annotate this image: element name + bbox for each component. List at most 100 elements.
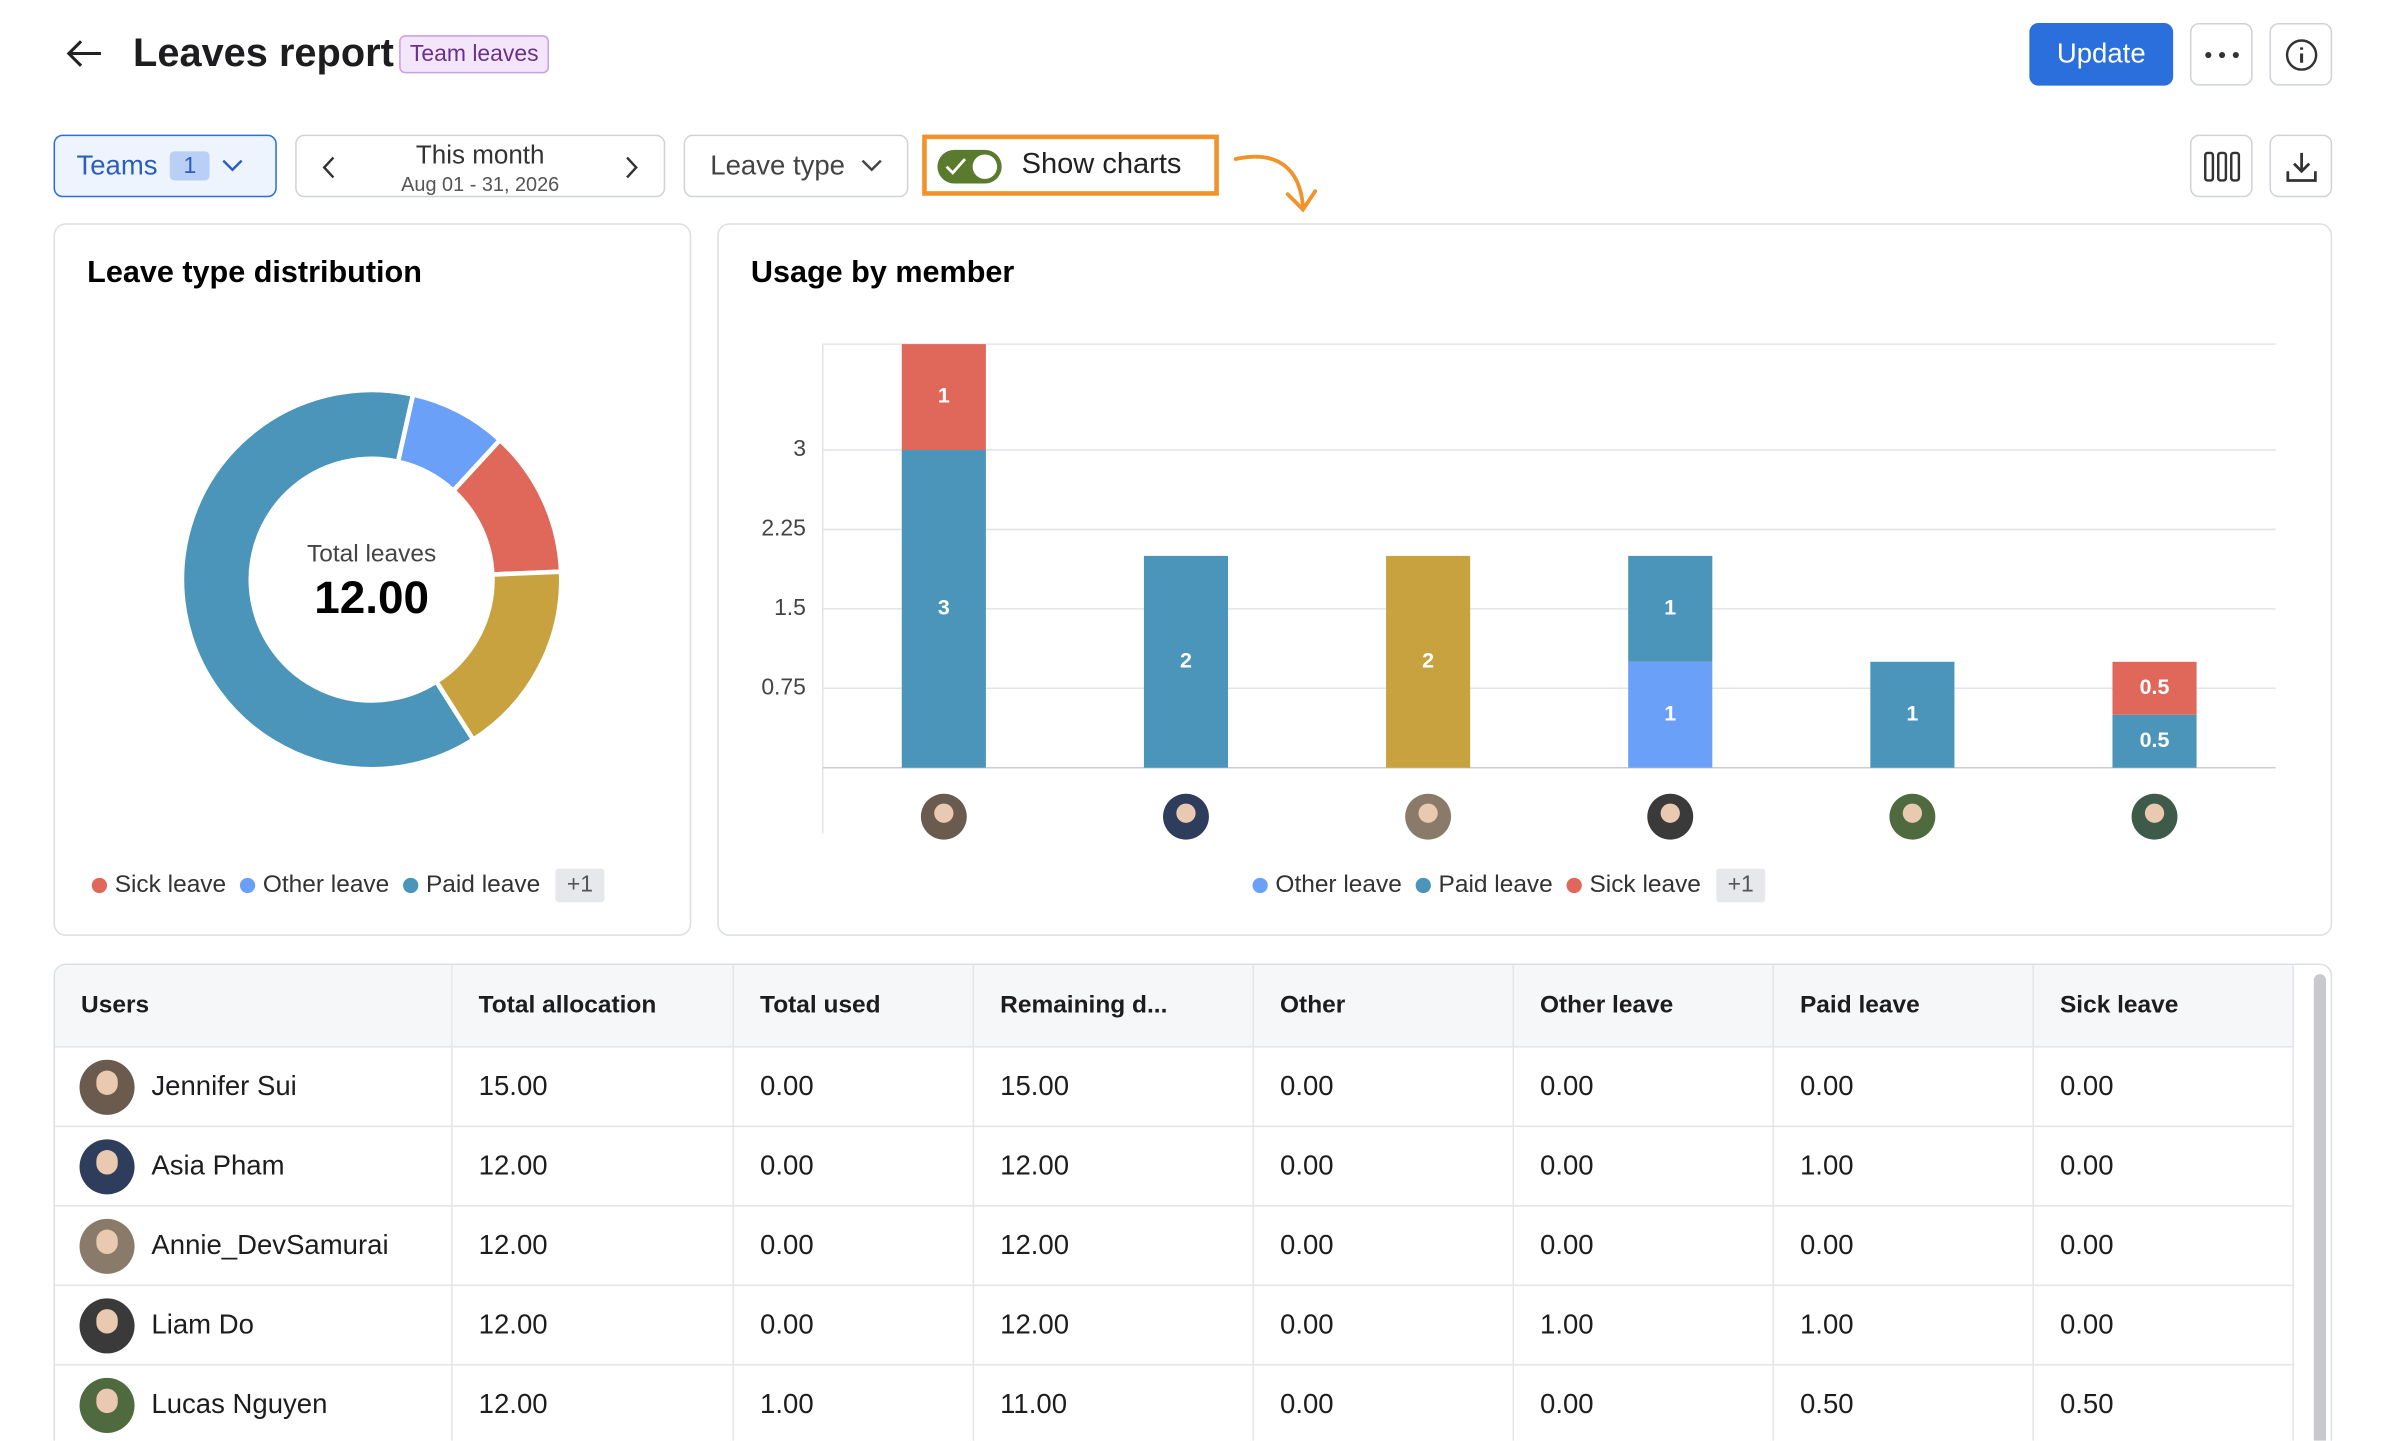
- avatar: [79, 1059, 135, 1115]
- info-icon: [2285, 38, 2317, 71]
- table-cell: 0.00: [1254, 1286, 1515, 1366]
- bar-value-label: 1: [1906, 701, 1918, 725]
- next-icon[interactable]: [624, 156, 639, 179]
- chevron: [860, 159, 882, 172]
- avatar-face: [1176, 803, 1196, 823]
- table-cell: 0.00: [2033, 1127, 2294, 1207]
- prev-icon[interactable]: [321, 156, 336, 179]
- pie-card: [53, 223, 692, 936]
- columns-button[interactable]: [2189, 134, 2253, 198]
- column-header[interactable]: Total used: [734, 964, 975, 1048]
- table-cell: 12.00: [452, 1206, 735, 1287]
- table-cell: 0.00: [1514, 1127, 1774, 1207]
- bar-value-label: 1: [938, 384, 950, 408]
- callout-arrow: [1233, 154, 1318, 213]
- table-cell: 0.00: [1254, 1206, 1515, 1287]
- table-cell: 0.00: [1514, 1047, 1774, 1128]
- legend-label: Paid leave: [1439, 871, 1553, 898]
- bar-card: [717, 223, 2333, 936]
- table-cell: 12.00: [453, 1365, 735, 1441]
- avatar-face: [1418, 803, 1438, 823]
- page-title: Leaves report: [133, 29, 394, 75]
- center-value: 12.00: [314, 571, 429, 623]
- avatar-face: [1902, 803, 1923, 823]
- table-cell: 1.00: [1773, 1286, 2034, 1366]
- chart-title: Leave type distribution: [87, 255, 422, 289]
- avatar-face: [96, 1149, 118, 1174]
- user-name: Annie_DevSamurai: [151, 1229, 389, 1261]
- table-cell: 1.00: [1773, 1127, 2034, 1207]
- table-cell: 12.00: [974, 1206, 1255, 1287]
- back-button[interactable]: [64, 37, 104, 71]
- user-cell: Asia Pham: [55, 1127, 453, 1207]
- table-cell: 15.00: [452, 1047, 735, 1128]
- leave-type-label: Leave type: [710, 149, 845, 181]
- column-header[interactable]: Sick leave: [2033, 964, 2294, 1048]
- teams-filter[interactable]: Teams 1: [53, 134, 277, 198]
- table-cell: 0.00: [734, 1127, 975, 1207]
- table-cell: 0.00: [734, 1206, 975, 1287]
- chevron: [222, 159, 244, 172]
- legend-more-bg: [1716, 868, 1766, 903]
- table-cell: 0.00: [2033, 1286, 2294, 1366]
- table-cell: 0.00: [2033, 1206, 2294, 1287]
- y-tick-label: 3: [793, 435, 806, 461]
- table-cell: 0.00: [734, 1047, 975, 1128]
- badge: Team leaves: [399, 35, 550, 74]
- update-button[interactable]: Update: [2029, 22, 2174, 86]
- bar-segment: [1386, 555, 1471, 768]
- date-filter[interactable]: This month Aug 01 - 31, 2026: [295, 134, 666, 198]
- avatar-face: [2144, 803, 2165, 823]
- user-cell: Jennifer Sui: [55, 1047, 453, 1128]
- info-button[interactable]: [2269, 22, 2333, 86]
- table-cell: 0.50: [1774, 1365, 2034, 1441]
- bar-value-label: 2: [1422, 648, 1434, 672]
- table-cell: 0.00: [1514, 1206, 1774, 1287]
- chart-title: Usage by member: [751, 255, 1015, 289]
- legend-dot: [1566, 877, 1582, 894]
- download-button[interactable]: [2269, 134, 2333, 198]
- avatar-face: [96, 1228, 118, 1254]
- bar-value-label: 1: [1664, 596, 1676, 620]
- column-header[interactable]: Total allocation: [452, 964, 735, 1048]
- more-button[interactable]: [2189, 22, 2253, 86]
- table-cell: 0.00: [1773, 1047, 2034, 1128]
- toggle-knob: [972, 154, 998, 179]
- y-tick-label: 0.75: [761, 673, 806, 699]
- column-header[interactable]: Remaining d...: [974, 964, 1255, 1048]
- legend-more-bg: [555, 868, 605, 903]
- avatar-face: [1660, 803, 1680, 823]
- legend-dot: [239, 877, 256, 894]
- bar-segment: [901, 344, 986, 450]
- user-name: Liam Do: [151, 1309, 254, 1340]
- user-name: Asia Pham: [151, 1150, 285, 1181]
- scrollbar: [2313, 974, 2327, 1441]
- legend-more: +1: [567, 871, 593, 897]
- data-table: Users Total allocation Total used Remaining…: [53, 963, 2333, 1441]
- bar-segment: [1143, 555, 1229, 768]
- legend-dot: [1252, 877, 1268, 894]
- avatar-face: [96, 1387, 118, 1413]
- leave-type-filter[interactable]: Leave type: [683, 134, 909, 198]
- column-header[interactable]: Other leave: [1514, 964, 1774, 1048]
- user-name: Lucas Nguyen: [151, 1388, 328, 1420]
- download-icon: [2285, 152, 2316, 182]
- toggle[interactable]: [937, 149, 1002, 184]
- y-tick-label: 2.25: [761, 514, 806, 540]
- column-header[interactable]: Other: [1254, 964, 1515, 1048]
- table-cell: 1.00: [1514, 1286, 1774, 1366]
- legend-label: Sick leave: [115, 871, 226, 898]
- avatar: [79, 1297, 135, 1353]
- center-label: Total leaves: [307, 541, 436, 568]
- table-cell: 0.00: [734, 1286, 975, 1366]
- charts: Leave type distribution Total leaves 12.00…: [87, 255, 2276, 903]
- bar-value-label: 1: [1664, 701, 1676, 725]
- table-cell: 12.00: [974, 1286, 1255, 1366]
- legend-label: Other leave: [1275, 871, 1401, 898]
- avatar-face: [96, 1308, 118, 1333]
- legend-label: Paid leave: [426, 871, 540, 898]
- column-header[interactable]: Users: [55, 964, 453, 1048]
- column-header[interactable]: Paid leave: [1773, 964, 2034, 1048]
